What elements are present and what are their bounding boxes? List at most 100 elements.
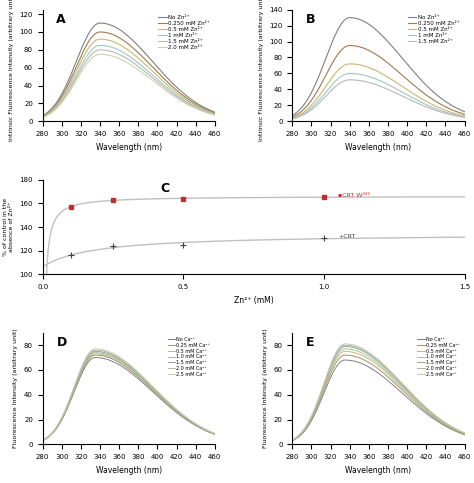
0.5 mM Zn²⁺	[462, 113, 467, 119]
0.5 mM Zn²⁺	[181, 96, 187, 101]
Line: No Zn²⁺: No Zn²⁺	[292, 18, 465, 115]
No Zn²⁺	[372, 26, 377, 31]
0.25 mM Ca²⁺	[40, 438, 46, 443]
2.0 mM Zn²⁺	[122, 58, 128, 64]
No Zn²⁺	[383, 37, 389, 43]
1.0 mM Ca²⁺	[92, 350, 98, 355]
0.250 mM Zn²⁺	[133, 48, 139, 54]
Line: 0.5 mM Zn²⁺: 0.5 mM Zn²⁺	[292, 64, 465, 118]
Y-axis label: Fluorescence Intensity (arbitrary unit): Fluorescence Intensity (arbitrary unit)	[263, 329, 268, 448]
0.250 mM Zn²⁺	[98, 29, 103, 35]
No Ca²⁺	[458, 430, 464, 436]
Line: 2.5 mM Ca²⁺: 2.5 mM Ca²⁺	[292, 344, 465, 440]
0.25 mM Ca²⁺	[143, 381, 148, 386]
0.25 mM Ca²⁺	[123, 364, 128, 370]
0.250 mM Zn²⁺	[392, 66, 398, 72]
1 mM Zn²⁺	[431, 105, 437, 111]
1.5 mM Ca²⁺	[181, 413, 187, 419]
0.5 mM Ca²⁺	[92, 351, 98, 357]
Line: 2.0 mM Ca²⁺: 2.0 mM Ca²⁺	[43, 350, 215, 440]
1.5 mM Ca²⁺	[462, 430, 467, 436]
0.25 mM Ca²⁺	[212, 431, 218, 437]
Line: 0.5 mM Ca²⁺: 0.5 mM Ca²⁺	[43, 354, 215, 440]
0.5 mM Zn²⁺	[123, 45, 128, 51]
No Zn²⁺	[181, 91, 187, 97]
2.0 mM Ca²⁺	[133, 369, 139, 374]
2.0 mM Zn²⁺	[98, 51, 103, 57]
2.0 mM Zn²⁺	[208, 111, 214, 117]
Line: 2.0 mM Ca²⁺: 2.0 mM Ca²⁺	[292, 345, 465, 440]
2.0 mM Ca²⁺	[92, 347, 98, 353]
0.5 mM Ca²⁺	[122, 362, 128, 368]
0.5 mM Zn²⁺	[431, 102, 437, 108]
2.5 mM Ca²⁺	[123, 358, 128, 364]
Line: 0.5 mM Zn²⁺: 0.5 mM Zn²⁺	[43, 39, 215, 117]
1 mM Zn²⁺	[122, 50, 128, 56]
1.5 mM Zn²⁺	[373, 82, 378, 87]
2.0 mM Ca²⁺	[383, 365, 389, 370]
0.25 mM Ca²⁺	[372, 363, 377, 369]
1.5 mM Zn²⁺	[122, 55, 128, 60]
0.25 mM Ca²⁺	[342, 352, 348, 358]
2.0 mM Zn²⁺	[123, 59, 128, 65]
2.0 mM Zn²⁺	[181, 99, 187, 105]
Legend: No Ca²⁺, 0.25 mM Ca²⁺, 0.5 mM Ca²⁺, 1.0 mM Ca²⁺, 1.5 mM Ca²⁺, 2.0 mM Ca²⁺, 2.5 m: No Ca²⁺, 0.25 mM Ca²⁺, 0.5 mM Ca²⁺, 1.0 …	[166, 335, 212, 379]
0.5 mM Ca²⁺	[143, 380, 148, 385]
2.5 mM Ca²⁺	[372, 354, 377, 359]
No Zn²⁺	[212, 109, 218, 115]
2.5 mM Ca²⁺	[181, 412, 187, 418]
1.5 mM Ca²⁺	[133, 369, 139, 375]
2.0 mM Zn²⁺	[212, 112, 218, 118]
Legend: No Zn²⁺, 0.250 mM Zn²⁺, 0.5 mM Zn²⁺, 1 mM Zn²⁺, 1.5 mM Zn²⁺: No Zn²⁺, 0.250 mM Zn²⁺, 0.5 mM Zn²⁺, 1 m…	[406, 13, 462, 46]
No Zn²⁺	[373, 27, 378, 32]
2.0 mM Ca²⁺	[462, 430, 467, 436]
0.5 mM Zn²⁺	[212, 111, 218, 116]
2.5 mM Ca²⁺	[462, 430, 467, 436]
No Zn²⁺	[290, 113, 295, 118]
0.25 mM Ca²⁺	[133, 372, 139, 378]
1.5 mM Zn²⁺	[392, 90, 398, 96]
2.5 mM Ca²⁺	[458, 428, 464, 434]
0.5 mM Zn²⁺	[40, 114, 46, 120]
0.5 mM Zn²⁺	[347, 61, 353, 67]
1.5 mM Ca²⁺	[392, 375, 398, 381]
0.5 mM Zn²⁺	[122, 45, 128, 51]
Line: 2.5 mM Ca²⁺: 2.5 mM Ca²⁺	[43, 349, 215, 440]
1 mM Zn²⁺	[133, 58, 139, 64]
2.0 mM Zn²⁺	[143, 72, 148, 78]
1.5 mM Ca²⁺	[372, 355, 377, 361]
No Ca²⁺	[212, 431, 218, 437]
Line: 1.5 mM Ca²⁺: 1.5 mM Ca²⁺	[43, 351, 215, 440]
1 mM Zn²⁺	[40, 114, 46, 120]
1.0 mM Ca²⁺	[462, 430, 467, 436]
2.5 mM Ca²⁺	[92, 346, 98, 352]
No Ca²⁺	[290, 438, 295, 443]
0.5 mM Ca²⁺	[40, 438, 46, 443]
1.5 mM Zn²⁺	[372, 81, 377, 87]
0.5 mM Ca²⁺	[123, 363, 128, 369]
No Ca²⁺	[92, 355, 98, 360]
1.5 mM Zn²⁺	[123, 55, 128, 61]
Line: No Ca²⁺: No Ca²⁺	[292, 360, 465, 440]
0.5 mM Ca²⁺	[181, 414, 187, 420]
1.5 mM Zn²⁺	[208, 111, 214, 116]
1.0 mM Ca²⁺	[212, 431, 218, 437]
1.0 mM Ca²⁺	[342, 346, 348, 352]
No Zn²⁺	[431, 89, 437, 95]
0.250 mM Zn²⁺	[347, 43, 353, 48]
1.0 mM Ca²⁺	[181, 414, 187, 420]
0.5 mM Zn²⁺	[383, 73, 389, 79]
0.250 mM Zn²⁺	[290, 114, 295, 120]
2.5 mM Ca²⁺	[133, 368, 139, 373]
2.0 mM Ca²⁺	[143, 377, 148, 383]
Y-axis label: Fluorescence Intensity (arbitrary unit): Fluorescence Intensity (arbitrary unit)	[13, 329, 18, 448]
0.250 mM Zn²⁺	[373, 51, 378, 57]
0.5 mM Zn²⁺	[373, 68, 378, 73]
0.5 mM Ca²⁺	[133, 371, 139, 377]
No Ca²⁺	[208, 430, 214, 436]
No Zn²⁺	[123, 31, 128, 37]
0.5 mM Ca²⁺	[383, 369, 389, 375]
1.5 mM Ca²⁺	[123, 361, 128, 367]
1 mM Zn²⁺	[458, 113, 464, 119]
Text: ▪CRT W³⁴⁴: ▪CRT W³⁴⁴	[338, 193, 370, 199]
